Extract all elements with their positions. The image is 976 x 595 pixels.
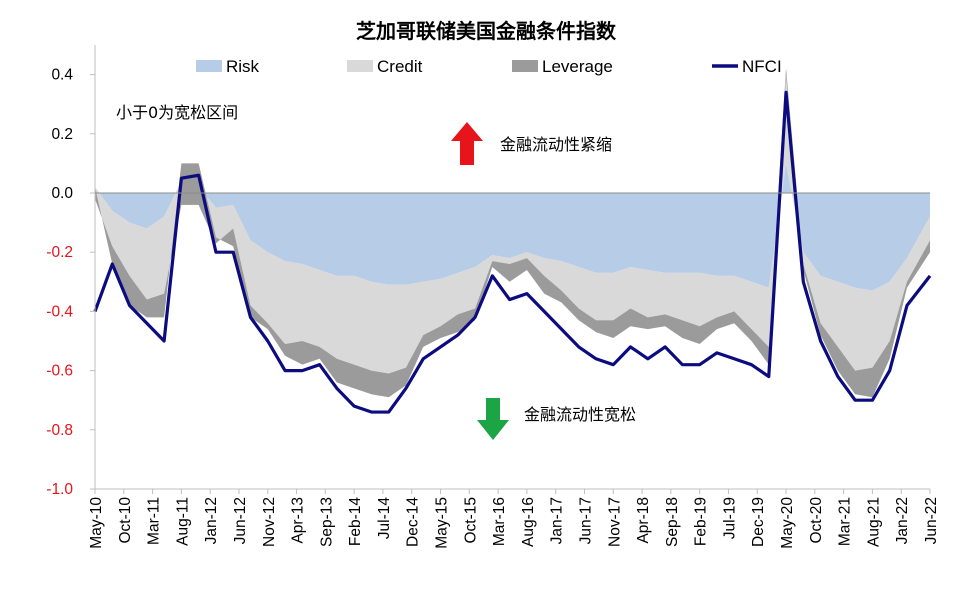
x-tick-label: Jan-12 xyxy=(203,497,220,544)
legend-swatch-credit xyxy=(347,60,373,72)
legend-swatch-risk xyxy=(196,60,222,72)
chart-title: 芝加哥联储美国金融条件指数 xyxy=(356,19,617,43)
plot-line xyxy=(93,90,932,414)
x-tick-label: Sep-13 xyxy=(318,497,335,547)
arrow-up-icon xyxy=(451,122,483,165)
legend-swatch-leverage xyxy=(512,60,538,72)
y-tick-label: 0.0 xyxy=(51,185,73,202)
x-tick-label: Apr-18 xyxy=(635,497,652,544)
x-tick-label: May-10 xyxy=(88,497,105,549)
y-tick-label: 0.4 xyxy=(51,67,73,84)
x-tick-label: Nov-12 xyxy=(261,497,278,547)
x-tick-label: Aug-21 xyxy=(865,497,882,547)
legend-label-risk: Risk xyxy=(226,57,260,76)
x-tick-label: Sep-18 xyxy=(664,497,681,547)
x-tick-label: Mar-16 xyxy=(491,497,508,546)
annotation-easy-zone: 小于0为宽松区间 xyxy=(116,103,238,122)
x-tick-label: Jul-19 xyxy=(721,497,738,539)
x-tick-label: Mar-21 xyxy=(837,497,854,546)
area-risk xyxy=(95,163,930,291)
area-leverage xyxy=(95,68,930,398)
x-tick-label: Aug-16 xyxy=(520,497,537,547)
x-tick-label: May-15 xyxy=(434,497,451,549)
axes: 0.4 0.2 0.0 -0.2 -0.4 -0.6 -0.8 -1.0 May-10 Oct-1… xyxy=(46,45,940,549)
x-tick-label: Jun-22 xyxy=(923,497,940,544)
x-tick-label: Jan-17 xyxy=(549,497,566,544)
y-tick-label: -0.2 xyxy=(46,244,73,261)
plot-areas xyxy=(95,68,930,398)
legend-label-credit: Credit xyxy=(377,57,423,76)
x-tick-label: Apr-13 xyxy=(290,497,307,544)
x-tick-label: Jun-12 xyxy=(232,497,249,544)
x-tick-label: Jun-17 xyxy=(577,497,594,544)
y-tick-label: -0.6 xyxy=(46,363,73,380)
annotation-loosening: 金融流动性宽松 xyxy=(524,405,636,424)
x-tick-label: May-20 xyxy=(779,497,796,549)
x-tick-label: Feb-19 xyxy=(693,497,710,546)
y-tick-label: 0.2 xyxy=(51,126,73,143)
line-nfci xyxy=(93,90,932,414)
x-tick-label: Dec-19 xyxy=(750,497,767,547)
x-tick-label: Nov-17 xyxy=(606,497,623,547)
legend-label-nfci: NFCI xyxy=(742,57,782,76)
legend: Risk Credit Leverage NFCI xyxy=(196,57,782,76)
arrow-down-icon xyxy=(477,398,509,440)
x-tick-label: Mar-11 xyxy=(146,497,163,545)
y-tick-label: -1.0 xyxy=(46,481,73,498)
y-tick-label: -0.4 xyxy=(46,303,73,320)
x-tick-label: Oct-10 xyxy=(117,497,134,544)
area-credit xyxy=(95,68,930,374)
x-tick-label: Jul-14 xyxy=(376,497,393,540)
y-tick-label: -0.8 xyxy=(46,422,73,439)
annotation-tightening: 金融流动性紧缩 xyxy=(500,135,612,154)
x-tick-label: Feb-14 xyxy=(347,497,364,546)
x-tick-label: Oct-20 xyxy=(808,497,825,544)
legend-label-leverage: Leverage xyxy=(542,57,613,76)
x-tick-label: Jan-22 xyxy=(894,497,911,544)
x-tick-label: Oct-15 xyxy=(462,497,479,544)
x-tick-label: Dec-14 xyxy=(405,497,422,547)
x-tick-label: Aug-11 xyxy=(174,497,191,546)
